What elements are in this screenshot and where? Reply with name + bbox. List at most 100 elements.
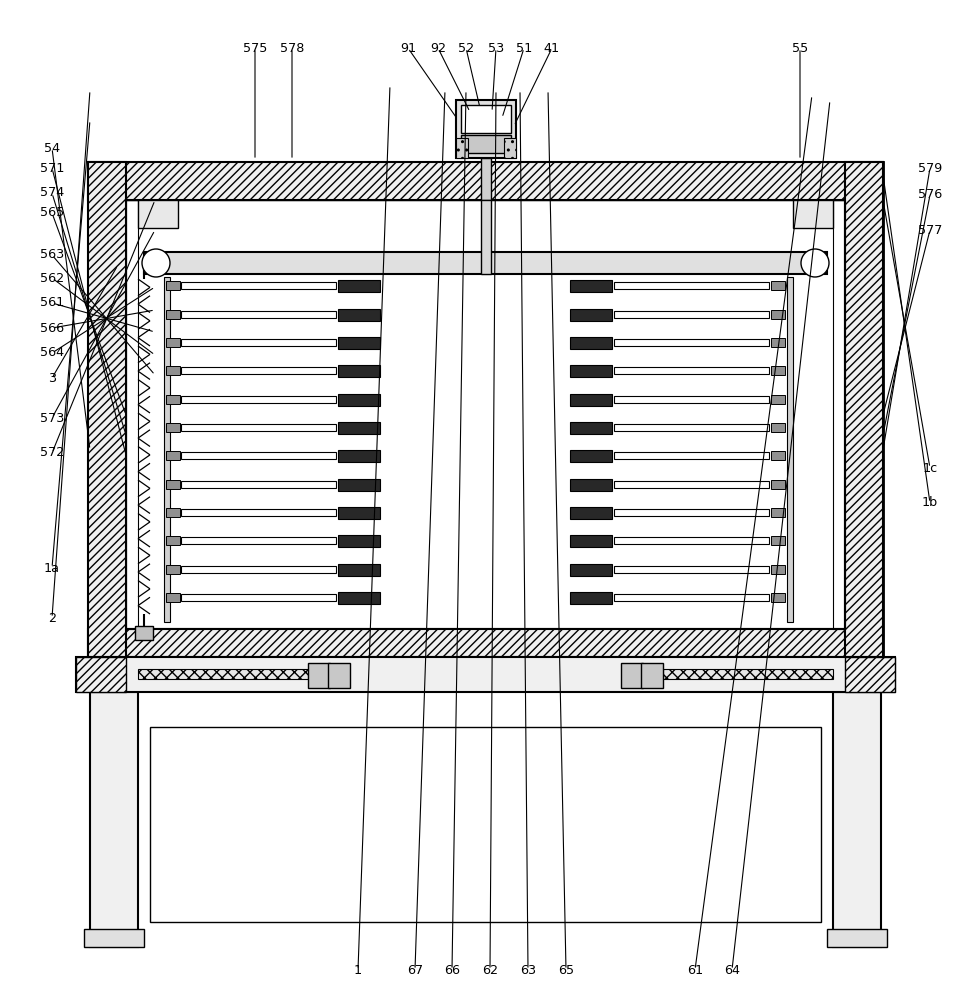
Text: 3: 3 <box>48 371 56 384</box>
Bar <box>570 479 612 491</box>
Bar <box>771 281 785 290</box>
Bar <box>570 450 612 462</box>
Bar <box>614 537 769 544</box>
Bar <box>570 535 612 547</box>
Bar <box>150 727 821 922</box>
Bar <box>771 451 785 460</box>
Bar <box>126 200 845 629</box>
Bar <box>570 337 612 349</box>
Bar <box>166 338 180 347</box>
Text: 64: 64 <box>724 964 740 976</box>
Bar <box>181 452 336 459</box>
Bar <box>166 508 180 517</box>
Bar <box>181 282 336 289</box>
Text: 577: 577 <box>918 224 942 236</box>
Bar <box>88 629 883 657</box>
Text: 571: 571 <box>40 161 64 174</box>
Text: 63: 63 <box>520 964 536 976</box>
Bar <box>827 929 887 947</box>
Bar <box>833 692 881 947</box>
Bar <box>338 394 380 406</box>
Text: 54: 54 <box>44 141 60 154</box>
Bar <box>771 310 785 319</box>
Bar <box>614 481 769 488</box>
Text: 1a: 1a <box>44 562 60 574</box>
Bar <box>338 450 380 462</box>
Bar <box>570 422 612 434</box>
Bar <box>338 422 380 434</box>
Text: 1: 1 <box>354 964 362 976</box>
Bar <box>614 339 769 346</box>
Bar <box>481 158 491 200</box>
Bar <box>135 626 153 640</box>
Text: 574: 574 <box>40 186 64 200</box>
Bar <box>845 657 895 692</box>
Bar <box>164 277 170 622</box>
Bar <box>88 162 883 657</box>
Bar <box>771 338 785 347</box>
Circle shape <box>142 249 170 277</box>
Text: 65: 65 <box>558 964 574 976</box>
Bar <box>181 594 336 601</box>
Bar <box>181 367 336 374</box>
Bar <box>461 105 511 133</box>
Text: 92: 92 <box>430 41 446 54</box>
Bar <box>614 509 769 516</box>
Bar <box>144 252 827 274</box>
Bar <box>166 366 180 375</box>
Bar <box>308 663 330 688</box>
Text: 573: 573 <box>40 412 64 424</box>
Bar <box>771 536 785 545</box>
Bar <box>771 423 785 432</box>
Bar <box>641 663 663 688</box>
Bar <box>570 507 612 519</box>
Text: 562: 562 <box>40 271 64 284</box>
Bar <box>181 537 336 544</box>
Bar <box>570 564 612 576</box>
Bar <box>181 339 336 346</box>
Text: 575: 575 <box>243 41 268 54</box>
Text: 66: 66 <box>444 964 460 976</box>
Bar <box>614 396 769 403</box>
Bar <box>338 337 380 349</box>
Bar <box>88 162 126 657</box>
Bar <box>338 535 380 547</box>
Text: 91: 91 <box>400 41 416 54</box>
Bar <box>614 594 769 601</box>
Bar <box>771 480 785 489</box>
Bar <box>614 424 769 431</box>
Bar <box>570 280 612 292</box>
Bar <box>166 593 180 602</box>
Bar <box>138 669 308 679</box>
Bar <box>76 657 126 692</box>
Text: 566: 566 <box>40 322 64 334</box>
Circle shape <box>801 249 829 277</box>
Bar <box>570 309 612 321</box>
Bar <box>338 309 380 321</box>
Bar <box>181 396 336 403</box>
Bar <box>181 509 336 516</box>
Text: 561: 561 <box>40 296 64 310</box>
Bar <box>181 424 336 431</box>
Bar <box>614 311 769 318</box>
Bar <box>614 452 769 459</box>
Bar <box>456 138 468 158</box>
Bar <box>338 365 380 377</box>
Text: 41: 41 <box>544 41 560 54</box>
Text: 576: 576 <box>918 188 942 202</box>
Bar <box>570 592 612 604</box>
Bar <box>845 162 883 657</box>
Text: 2: 2 <box>48 611 56 624</box>
Bar <box>126 200 138 629</box>
Bar <box>481 200 491 274</box>
Bar <box>181 566 336 573</box>
Bar <box>833 200 845 629</box>
Bar <box>338 592 380 604</box>
Bar <box>90 692 138 947</box>
Bar <box>614 282 769 289</box>
Text: 1b: 1b <box>921 496 938 510</box>
Bar <box>504 138 516 158</box>
Bar <box>328 663 350 688</box>
Bar <box>166 480 180 489</box>
Bar <box>166 565 180 574</box>
